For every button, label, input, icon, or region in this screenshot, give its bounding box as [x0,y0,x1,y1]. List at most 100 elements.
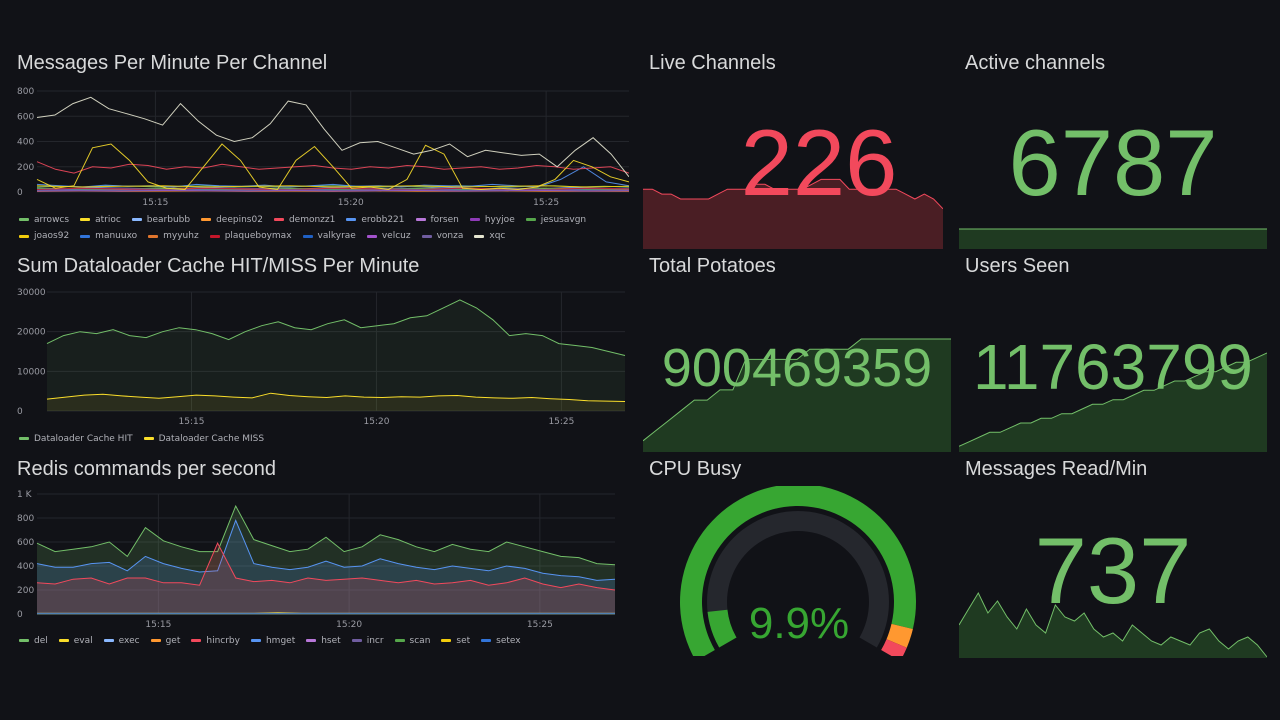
legend-item-exec[interactable]: exec [103,633,140,649]
messages-panel-title: Messages Per Minute Per Channel [17,52,328,74]
legend-label: xqc [489,231,506,241]
legend-item-setex[interactable]: setex [481,633,521,649]
legend-item-bearbubb[interactable]: bearbubb [131,212,191,228]
active-channels-title: Active channels [965,52,1106,74]
cache-legend: Dataloader Cache HIT Dataloader Cache MIS… [19,430,629,447]
series-area-hincrby [37,543,615,614]
legend-label: scan [409,635,431,646]
redis-chart[interactable]: 1 K 800 600 400 200 0 15:15 15:20 15:25 [17,488,629,632]
legend-item-atrioc[interactable]: atrioc [80,212,121,228]
legend-label: myyuhz [163,231,199,241]
y-tick-label: 20000 [17,328,46,338]
gauge-threshold-orange [886,623,913,648]
legend-swatch [421,234,432,238]
legend-item-del[interactable]: del [19,633,48,649]
legend-item-forsen[interactable]: forsen [415,212,459,228]
messages-read-sparkline [959,591,1267,658]
legend-label: arrowcs [34,214,70,225]
y-tick-label: 800 [17,87,34,97]
y-tick-label: 800 [17,514,34,524]
cache-chart[interactable]: 30000 20000 10000 0 15:15 15:20 15:25 [17,287,629,433]
legend-item-plaqueboymax[interactable]: plaqueboymax [209,228,292,244]
legend-swatch [474,234,485,238]
series-line-hincrby [36,542,616,591]
legend-swatch [150,639,161,642]
live-channels-value: 226 [740,110,898,215]
legend-item-dataloader-cache-miss[interactable]: Dataloader Cache MISS [143,431,264,447]
series-line-dataloader-cache-hit [46,299,626,356]
total-potatoes-sparkline [643,338,951,452]
legend-label: Dataloader Cache HIT [34,433,133,444]
series-line-dataloader-cache-miss [46,392,626,402]
x-tick-label: 15:15 [179,417,205,427]
series-line-hmget [36,519,616,581]
legend-item-velcuz[interactable]: velcuz [366,228,411,244]
legend-swatch [273,218,284,221]
legend-swatch [131,218,142,221]
legend-item-valkyrae[interactable]: valkyrae [302,228,356,244]
series-area-hmget [37,520,615,614]
y-tick-label: 10000 [17,367,46,377]
sparkline-line [643,338,951,442]
series-line-joaos92 [36,185,629,188]
legend-item-demonzz1[interactable]: demonzz1 [273,212,335,228]
cpu-gauge [680,486,916,656]
legend-label: vonza [436,231,464,241]
legend-swatch [394,639,405,642]
legend-item-hincrby[interactable]: hincrby [191,633,240,649]
legend-item-deepins02[interactable]: deepins02 [201,212,263,228]
messages-read-title: Messages Read/Min [965,458,1148,480]
legend-swatch [143,437,154,440]
legend-item-incr[interactable]: incr [351,633,384,649]
gauge-value-arc [707,609,737,648]
y-tick-label: 400 [17,138,34,148]
legend-item-eval[interactable]: eval [58,633,93,649]
legend-item-arrowcs[interactable]: arrowcs [19,212,69,228]
legend-item-xqc[interactable]: xqc [474,228,505,244]
legend-item-hmget[interactable]: hmget [250,633,296,649]
legend-item-hset[interactable]: hset [306,633,341,649]
legend-item-vonza[interactable]: vonza [421,228,464,244]
legend-label: del [34,635,48,646]
messages-read-panel: Messages Read/Min 737 [959,458,1267,658]
legend-swatch [441,639,452,642]
messages-read-value: 737 [1034,518,1192,623]
legend-swatch [19,234,29,238]
legend-swatch [351,639,362,642]
messages-chart[interactable]: 800 600 400 200 0 15:15 15:20 15:25 [17,86,629,208]
legend-item-get[interactable]: get [150,633,180,649]
legend-item-joaos92[interactable]: joaos92 [19,228,69,244]
cpu-busy-title: CPU Busy [649,458,742,480]
active-channels-panel: Active channels 6787 [959,52,1267,249]
legend-swatch [58,639,69,642]
legend-item-scan[interactable]: scan [394,633,431,649]
legend-item-erobb221[interactable]: erobb221 [346,212,405,228]
series-line-atrioc [36,143,629,191]
legend-item-jesusavgn[interactable]: jesusavgn [525,212,586,228]
sparkline-line [959,352,1267,447]
legend-label: joaos92 [34,231,70,241]
y-tick-label: 0 [17,188,23,198]
y-tick-label: 200 [17,586,34,596]
series-line-erobb221 [36,166,629,188]
active-channels-value: 6787 [1008,110,1218,215]
legend-item-dataloader-cache-hit[interactable]: Dataloader Cache HIT [19,431,133,447]
x-tick-label: 15:20 [336,620,362,630]
legend-swatch [19,218,29,221]
sparkline-line [643,178,943,210]
legend-swatch [209,234,220,238]
sparkline-area [643,339,951,452]
legend-item-myyuhz[interactable]: myyuhz [148,228,199,244]
y-tick-label: 0 [17,610,23,620]
legend-label: bearbubb [146,214,191,225]
legend-item-manuuxo[interactable]: manuuxo [80,228,137,244]
series-area-dataloader-cache-hit [47,299,625,411]
x-tick-label: 15:25 [527,620,553,630]
legend-item-hyyjoe[interactable]: hyyjoe [469,212,515,228]
legend-label: setex [496,635,521,646]
legend-label: hmget [265,635,296,646]
legend-swatch [19,437,29,440]
legend-label: deepins02 [216,214,263,225]
legend-item-set[interactable]: set [441,633,470,649]
sparkline-line [959,591,1267,658]
